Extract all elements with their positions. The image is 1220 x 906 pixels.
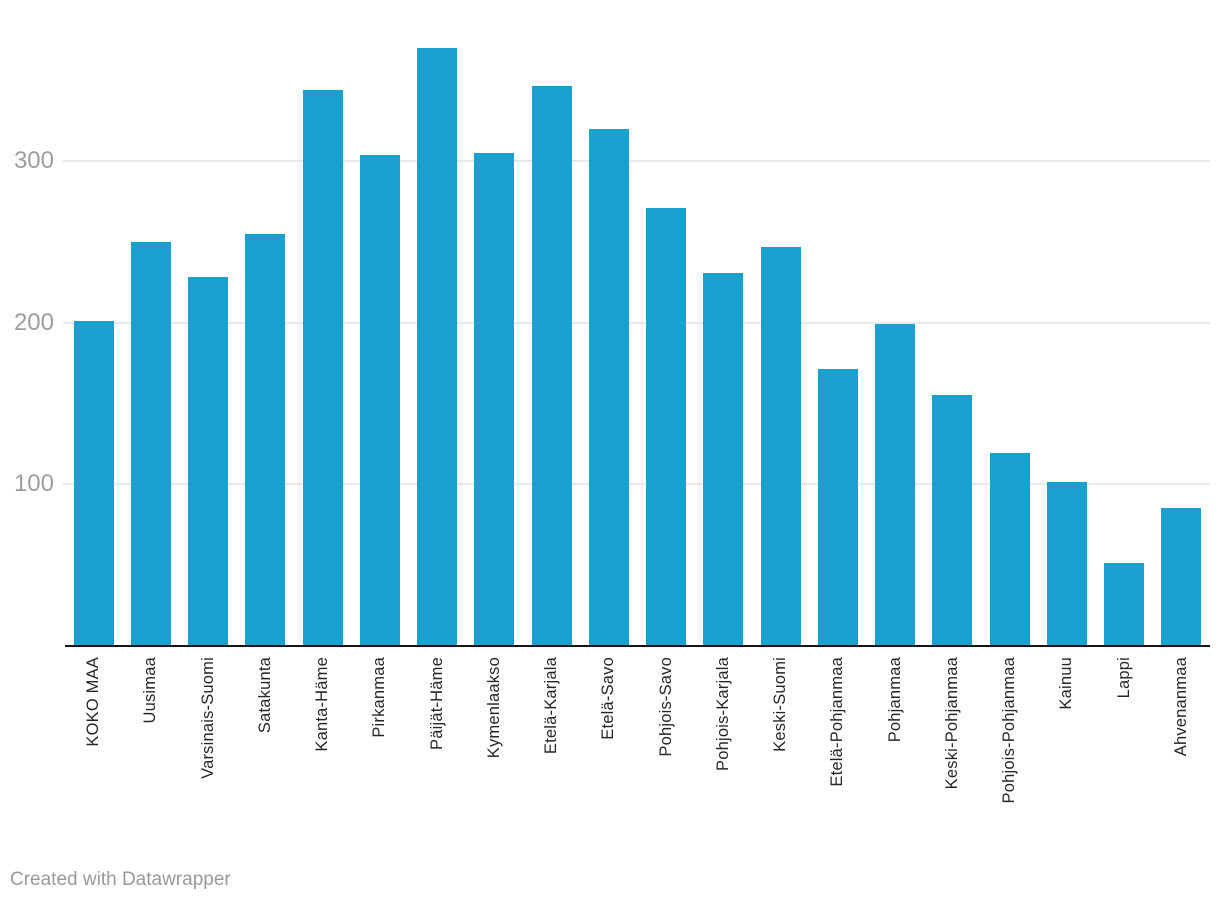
x-tick-label: Uusimaa bbox=[141, 657, 160, 724]
bar-4 bbox=[302, 90, 343, 645]
x-axis-labels: KOKO MAA Uusimaa Varsinais-Suomi Satakunta K… bbox=[65, 647, 1210, 804]
bar-slot bbox=[237, 0, 294, 645]
chart-footer: Created with Datawrapper bbox=[10, 869, 231, 891]
x-tick-label: Etelä-Karjala bbox=[542, 657, 561, 755]
x-tick-label: Pirkanmaa bbox=[370, 657, 389, 738]
bar-slot bbox=[580, 0, 637, 645]
bar-0 bbox=[73, 320, 114, 645]
x-tick-cell: Pohjois-Karjala bbox=[695, 647, 752, 771]
bar-slot bbox=[809, 0, 866, 645]
x-tick-cell: Kainuu bbox=[1038, 647, 1095, 710]
bar-slot bbox=[1038, 0, 1095, 645]
bar-9 bbox=[588, 129, 629, 645]
bar-15 bbox=[932, 395, 973, 645]
x-tick-label: Päijät-Häme bbox=[427, 657, 446, 750]
x-tick-cell: Etelä-Karjala bbox=[523, 647, 580, 754]
bar-slot bbox=[924, 0, 981, 645]
x-tick-cell: Ahvenanmaa bbox=[1153, 647, 1210, 756]
bar-14 bbox=[875, 324, 916, 645]
y-tick-label: 100 bbox=[13, 469, 54, 497]
x-tick-cell: Pohjois-Savo bbox=[638, 647, 695, 757]
y-gridline bbox=[63, 482, 1210, 485]
x-tick-cell: Kanta-Häme bbox=[294, 647, 351, 752]
x-tick-label: Varsinais-Suomi bbox=[198, 657, 217, 779]
bar-slot bbox=[523, 0, 580, 645]
x-tick-label: Pohjanmaa bbox=[885, 657, 904, 743]
bar-3 bbox=[245, 233, 286, 645]
x-tick-label: Satakunta bbox=[255, 657, 274, 734]
bar-slot bbox=[294, 0, 351, 645]
datawrapper-credit-link[interactable]: Created with Datawrapper bbox=[10, 869, 231, 890]
bar-slot bbox=[695, 0, 752, 645]
x-tick-label: Pohjois-Karjala bbox=[713, 657, 732, 771]
x-tick-label: Pohjois-Pohjanmaa bbox=[1000, 657, 1019, 804]
bar-slot bbox=[65, 0, 122, 645]
x-tick-label: Keski-Suomi bbox=[771, 657, 790, 752]
x-tick-label: Keski-Pohjanmaa bbox=[942, 657, 961, 790]
x-tick-label: KOKO MAA bbox=[84, 657, 103, 747]
x-tick-cell: Uusimaa bbox=[122, 647, 179, 724]
bar-5 bbox=[359, 154, 400, 645]
x-tick-cell: Satakunta bbox=[237, 647, 294, 733]
bar-8 bbox=[531, 85, 572, 645]
bar-18 bbox=[1104, 562, 1145, 645]
bar-slot bbox=[1096, 0, 1153, 645]
x-tick-cell: Lappi bbox=[1096, 647, 1153, 698]
x-tick-cell: Varsinais-Suomi bbox=[180, 647, 237, 779]
x-tick-cell: Päijät-Häme bbox=[409, 647, 466, 750]
x-tick-label: Etelä-Pohjanmaa bbox=[828, 657, 847, 787]
bar-slot bbox=[638, 0, 695, 645]
x-tick-label: Etelä-Savo bbox=[599, 657, 618, 740]
bar-13 bbox=[817, 369, 858, 645]
y-tick-label: 300 bbox=[13, 147, 54, 175]
x-tick-cell: Keski-Suomi bbox=[752, 647, 809, 752]
x-tick-label: Lappi bbox=[1114, 657, 1133, 699]
bar-slot bbox=[752, 0, 809, 645]
bar-12 bbox=[760, 246, 801, 645]
bar-10 bbox=[646, 208, 687, 645]
y-tick-label: 200 bbox=[13, 308, 54, 336]
x-tick-cell: Pohjanmaa bbox=[867, 647, 924, 742]
bar-slot bbox=[122, 0, 179, 645]
bar-slot bbox=[466, 0, 523, 645]
bar-16 bbox=[989, 453, 1030, 645]
x-tick-label: Kymenlaakso bbox=[484, 657, 503, 759]
bar-slot bbox=[867, 0, 924, 645]
x-tick-label: Kanta-Häme bbox=[313, 657, 332, 752]
gridline-layer: 100 200 300 bbox=[13, 147, 1210, 497]
bar-slot bbox=[981, 0, 1038, 645]
y-gridline bbox=[63, 160, 1210, 163]
x-tick-cell: Etelä-Pohjanmaa bbox=[809, 647, 866, 787]
bar-17 bbox=[1046, 482, 1087, 645]
x-tick-cell: Pohjois-Pohjanmaa bbox=[981, 647, 1038, 804]
bar-19 bbox=[1161, 507, 1202, 645]
x-tick-cell: KOKO MAA bbox=[65, 647, 122, 747]
x-tick-label: Ahvenanmaa bbox=[1171, 657, 1190, 757]
y-gridline bbox=[63, 321, 1210, 324]
bar-slot bbox=[351, 0, 408, 645]
bar-1 bbox=[130, 241, 171, 645]
bar-7 bbox=[474, 153, 515, 645]
bar-slot bbox=[180, 0, 237, 645]
bar-2 bbox=[188, 277, 229, 645]
plot-area bbox=[65, 0, 1210, 645]
bar-slot bbox=[1153, 0, 1210, 645]
x-tick-label: Kainuu bbox=[1057, 657, 1076, 710]
x-tick-cell: Kymenlaakso bbox=[466, 647, 523, 758]
bar-11 bbox=[703, 272, 744, 645]
x-tick-cell: Etelä-Savo bbox=[580, 647, 637, 740]
x-tick-label: Pohjois-Savo bbox=[656, 657, 675, 757]
x-tick-cell: Pirkanmaa bbox=[351, 647, 408, 738]
x-tick-cell: Keski-Pohjanmaa bbox=[924, 647, 981, 789]
x-axis-line bbox=[65, 645, 1210, 647]
bar-slot bbox=[409, 0, 466, 645]
bar-6 bbox=[417, 48, 458, 645]
